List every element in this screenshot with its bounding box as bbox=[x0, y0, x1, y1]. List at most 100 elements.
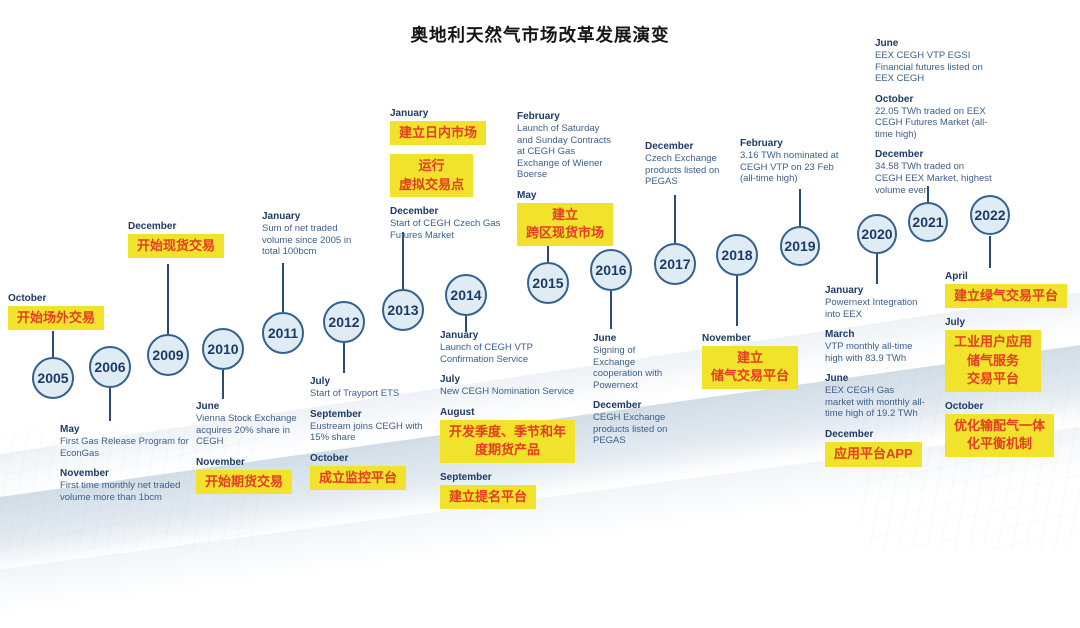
timeline-canvas: 奥地利天然气市场改革发展演变 2005 October 开始场外交易 2006 May F… bbox=[0, 25, 1080, 628]
event-item: June EEX CEGH Gas market with monthly all… bbox=[825, 373, 925, 420]
event-month: November bbox=[196, 456, 245, 468]
event-text: 34.58 TWh traded on CEGH EEX Market, hig… bbox=[875, 161, 992, 196]
year-label: 2006 bbox=[94, 359, 126, 375]
event-text: Powernext Integration into EEX bbox=[825, 297, 918, 320]
event-item: July Start of Trayport ETS bbox=[310, 376, 435, 400]
year-circle-2017: 2017 bbox=[654, 243, 696, 285]
event-item: October 成立监控平台 bbox=[310, 453, 435, 491]
event-text: VTP monthly all-time high with 83.9 TWh bbox=[825, 341, 913, 364]
highlight-line: 优化输配气一体 bbox=[954, 417, 1046, 433]
event-month: June bbox=[593, 333, 617, 344]
timeline-stem-2022 bbox=[989, 236, 991, 268]
event-month: September bbox=[310, 408, 362, 420]
events-2016: June Signing of Exchange cooperation with… bbox=[593, 333, 678, 456]
highlight-label: 建立绿气交易平台 bbox=[945, 284, 1068, 309]
timeline-stem-2017 bbox=[674, 195, 676, 243]
year-label: 2022 bbox=[974, 207, 1006, 223]
year-label: 2017 bbox=[659, 256, 691, 272]
highlight-line: 度期货产品 bbox=[475, 442, 541, 458]
year-circle-2021: 2021 bbox=[908, 202, 948, 242]
year-label: 2015 bbox=[532, 275, 564, 291]
highlight-line: 化平衡机制 bbox=[967, 436, 1033, 452]
highlight-label: 工业用户应用 储气服务交易平台 bbox=[945, 330, 1042, 392]
event-text: EEX CEGH VTP EGSI Financial futures list… bbox=[875, 50, 983, 85]
event-item: August 开发季度、季节和年 度期货产品 bbox=[440, 406, 576, 463]
year-label: 2009 bbox=[152, 347, 184, 363]
timeline-stem-2006 bbox=[109, 388, 111, 421]
highlight-line: 建立提名平台 bbox=[449, 488, 528, 504]
timeline-stem-2013 bbox=[402, 232, 404, 289]
event-item: April 建立绿气交易平台 bbox=[945, 271, 1080, 309]
event-month: July bbox=[440, 374, 461, 386]
timeline-stem-2005 bbox=[52, 331, 54, 357]
highlight-label: 建立 储气交易平台 bbox=[702, 346, 799, 389]
highlight-line: 成立监控平台 bbox=[319, 469, 398, 485]
year-circle-2019: 2019 bbox=[780, 226, 820, 266]
event-item: July New CEGH Nomination Service bbox=[440, 374, 575, 398]
timeline-stem-2010 bbox=[222, 370, 224, 399]
highlight-label: 运行 虚拟交易点 bbox=[390, 154, 474, 198]
year-circle-2012: 2012 bbox=[323, 301, 365, 343]
event-text: Signing of Exchange cooperation with Pow… bbox=[593, 345, 663, 391]
event-item: October 优化输配气一体 化平衡机制 bbox=[945, 401, 1080, 457]
event-text: Start of Trayport ETS bbox=[310, 388, 400, 399]
year-circle-2011: 2011 bbox=[262, 312, 304, 354]
event-item: October 开始场外交易 bbox=[8, 293, 118, 331]
timeline-stem-2021 bbox=[927, 186, 929, 203]
event-text: CEGH Exchange products listed on PEGAS bbox=[593, 412, 668, 447]
event-item: June Vienna Stock Exchange acquires 20% s… bbox=[196, 401, 311, 448]
year-label: 2018 bbox=[721, 247, 753, 263]
year-label: 2013 bbox=[387, 302, 419, 318]
year-circle-2015: 2015 bbox=[527, 262, 569, 304]
events-2005: October 开始场外交易 bbox=[8, 293, 118, 339]
events-2015: February Launch of Saturday and Sunday Co… bbox=[517, 111, 617, 255]
events-2011: January Sum of net traded volume since 20… bbox=[262, 211, 367, 267]
year-label: 2021 bbox=[912, 214, 944, 230]
year-circle-2022: 2022 bbox=[970, 195, 1010, 235]
year-label: 2014 bbox=[450, 287, 482, 303]
event-month: December bbox=[128, 221, 177, 232]
highlight-line: 虚拟交易点 bbox=[399, 176, 465, 192]
events-2022: April 建立绿气交易平台 July 工业用户应用 储气服务 交易平台 October 优化… bbox=[945, 271, 1080, 466]
event-month: February bbox=[517, 111, 560, 122]
event-month: August bbox=[440, 406, 475, 418]
year-circle-2014: 2014 bbox=[445, 274, 487, 316]
event-month: June bbox=[825, 373, 849, 385]
events-2017: December Czech Exchange products listed o… bbox=[645, 141, 735, 197]
highlight-line: 交易平台 bbox=[967, 371, 1020, 387]
event-item: January 建立日内市场 bbox=[390, 108, 505, 146]
event-item: June Signing of Exchange cooperation with… bbox=[593, 333, 678, 391]
year-circle-2006: 2006 bbox=[89, 346, 131, 388]
event-item: September Eustream joins CEGH with 15% sh… bbox=[310, 409, 435, 444]
timeline-stem-2014 bbox=[465, 316, 467, 332]
year-label: 2011 bbox=[267, 325, 299, 341]
events-2010: June Vienna Stock Exchange acquires 20% s… bbox=[196, 401, 311, 503]
event-item: February 3.16 TWh nominated at CEGH VTP o… bbox=[740, 138, 850, 185]
events-2019: February 3.16 TWh nominated at CEGH VTP o… bbox=[740, 138, 850, 194]
event-month: November bbox=[60, 468, 109, 480]
event-text: Sum of net traded volume since 2005 in t… bbox=[262, 223, 352, 258]
events-2006: May First Gas Release Program for EconGas… bbox=[60, 424, 210, 512]
event-item: November 建立 储气交易平台 bbox=[702, 333, 812, 389]
event-text: Launch of CEGH VTP Confirmation Service bbox=[440, 342, 533, 365]
highlight-line: 运行 bbox=[418, 158, 445, 174]
highlight-line: 建立日内市场 bbox=[399, 125, 478, 140]
event-month: July bbox=[310, 376, 331, 387]
highlight-line: 应用平台APP bbox=[834, 446, 913, 462]
year-circle-2018: 2018 bbox=[716, 234, 758, 276]
event-month: May bbox=[517, 189, 537, 201]
highlight-line: 开始期货交易 bbox=[205, 473, 284, 489]
highlight-line: 储气服务 bbox=[967, 352, 1020, 368]
event-month: January bbox=[262, 211, 301, 222]
event-text: Eustream joins CEGH with 15% share bbox=[310, 420, 423, 444]
highlight-line: 工业用户应用 bbox=[954, 334, 1033, 350]
event-item: January Launch of CEGH VTP Confirmation S… bbox=[440, 330, 575, 365]
event-text: First Gas Release Program for EconGas bbox=[60, 436, 189, 459]
event-text: Vienna Stock Exchange acquires 20% share… bbox=[196, 413, 297, 448]
year-label: 2005 bbox=[37, 370, 69, 386]
event-month: July bbox=[945, 317, 966, 329]
event-item: January Powernext Integration into EEX bbox=[825, 285, 925, 320]
timeline-stem-2012 bbox=[343, 343, 345, 373]
event-item: January Sum of net traded volume since 20… bbox=[262, 211, 367, 258]
event-item: September 建立提名平台 bbox=[440, 472, 575, 510]
